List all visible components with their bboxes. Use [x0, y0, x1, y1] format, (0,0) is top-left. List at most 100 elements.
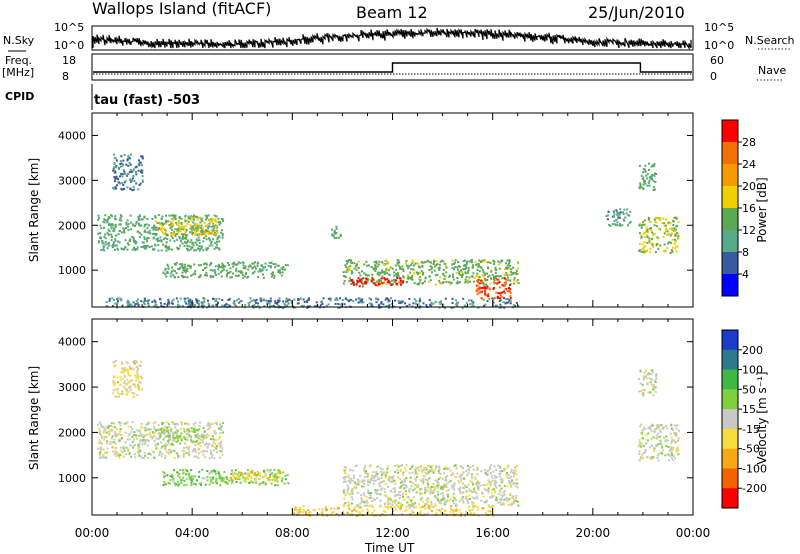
- data-cell: [212, 477, 215, 480]
- data-cell: [185, 483, 188, 486]
- data-cell: [396, 277, 399, 279]
- data-cell: [390, 297, 393, 300]
- data-cell: [397, 501, 400, 504]
- data-cell: [97, 423, 99, 426]
- data-cell: [205, 225, 208, 227]
- data-cell: [641, 457, 644, 460]
- data-cell: [484, 292, 487, 295]
- data-cell: [651, 444, 653, 447]
- data-cell: [674, 229, 677, 232]
- data-cell: [515, 473, 518, 476]
- data-cell: [428, 505, 431, 508]
- data-cell: [159, 450, 162, 453]
- data-cell: [256, 474, 259, 476]
- data-cell: [343, 470, 346, 473]
- data-cell: [194, 443, 197, 446]
- data-cell: [664, 425, 667, 428]
- data-cell: [145, 238, 148, 241]
- data-cell: [460, 473, 463, 476]
- data-cell: [138, 446, 141, 449]
- data-cell: [657, 247, 660, 250]
- data-cell: [375, 474, 378, 477]
- data-cell: [411, 502, 413, 505]
- data-cell: [643, 371, 646, 374]
- data-cell: [619, 224, 622, 227]
- data-cell: [669, 222, 672, 225]
- data-cell: [178, 219, 180, 222]
- data-cell: [496, 282, 498, 285]
- data-cell: [412, 489, 415, 492]
- data-cell: [378, 260, 381, 263]
- data-cell: [436, 496, 438, 499]
- data-cell: [392, 491, 395, 494]
- data-cell: [388, 281, 391, 284]
- data-cell: [381, 269, 384, 272]
- data-cell: [106, 242, 109, 245]
- data-cell: [184, 422, 187, 425]
- data-cell: [185, 229, 188, 232]
- data-cell: [644, 450, 647, 453]
- data-cell: [162, 271, 165, 274]
- data-cell: [126, 301, 129, 304]
- data-cell: [654, 251, 657, 253]
- data-cell: [660, 451, 663, 454]
- data-cell: [203, 437, 206, 440]
- data-cell: [415, 476, 418, 478]
- data-cell: [154, 421, 157, 424]
- time-tick-label: 12:00: [375, 526, 410, 540]
- data-cell: [638, 164, 641, 167]
- data-cell: [313, 509, 316, 512]
- data-cell: [464, 267, 467, 270]
- data-cell: [99, 451, 102, 454]
- data-cell: [508, 273, 511, 276]
- data-cell: [471, 502, 474, 505]
- data-cell: [141, 171, 144, 174]
- data-cell: [102, 425, 105, 428]
- data-cell: [128, 433, 131, 436]
- data-cell: [135, 380, 138, 383]
- data-cell: [500, 295, 503, 298]
- data-cell: [508, 498, 511, 501]
- data-cell: [640, 226, 643, 229]
- data-cell: [115, 454, 118, 457]
- data-cell: [399, 279, 402, 282]
- data-cell: [141, 179, 144, 182]
- data-cell: [120, 449, 123, 452]
- data-cell: [410, 466, 413, 468]
- data-cell: [649, 247, 652, 250]
- data-cell: [138, 451, 141, 454]
- data-cell: [254, 472, 256, 475]
- data-cell: [126, 368, 128, 371]
- data-cell: [503, 285, 506, 288]
- data-cell: [670, 424, 673, 427]
- data-cell: [421, 480, 424, 483]
- data-cell: [354, 506, 357, 509]
- data-cell: [411, 274, 414, 277]
- data-cell: [408, 472, 411, 475]
- data-cell: [363, 504, 366, 507]
- data-cell: [495, 486, 498, 489]
- data-cell: [487, 479, 490, 482]
- data-cell: [205, 266, 208, 269]
- data-cell: [203, 298, 206, 301]
- data-cell: [221, 269, 224, 272]
- data-cell: [201, 302, 204, 305]
- data-cell: [493, 490, 496, 492]
- data-cell: [388, 299, 391, 302]
- data-cell: [398, 277, 401, 280]
- data-cell: [483, 469, 486, 471]
- data-cell: [306, 306, 309, 309]
- data-cell: [421, 492, 423, 495]
- data-cell: [169, 448, 172, 451]
- data-cell: [430, 466, 432, 468]
- data-cell: [653, 172, 656, 175]
- data-cell: [197, 437, 200, 440]
- data-cell: [476, 497, 479, 500]
- data-cell: [124, 431, 127, 434]
- data-cell: [235, 305, 237, 308]
- data-cell: [111, 246, 114, 249]
- data-cell: [656, 457, 659, 459]
- data-cell: [139, 440, 142, 443]
- data-cell: [429, 490, 432, 493]
- data-cell: [201, 231, 204, 234]
